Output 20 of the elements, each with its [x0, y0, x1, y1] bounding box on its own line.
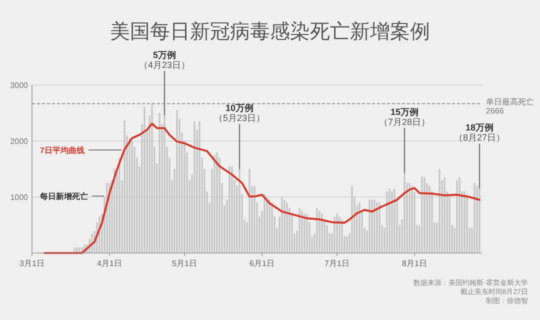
x-tick-label: 6月1日 — [250, 259, 274, 268]
annotation: 18万例（8月27日） — [454, 122, 506, 189]
x-tick-label: 3月1日 — [20, 259, 44, 268]
annotation: 5万例（4月23日） — [138, 50, 190, 116]
x-tick-label: 4月1日 — [97, 259, 122, 268]
x-tick-label: 5月1日 — [172, 259, 197, 268]
annotation: 10万例（5月23日） — [214, 103, 266, 123]
annotation: 18万例（8月27日） — [454, 122, 506, 143]
y-tick-label: 2000 — [10, 137, 29, 146]
ref-line-label: 单日最高死亡2666 — [486, 98, 534, 116]
y-tick-label: 3000 — [10, 81, 29, 90]
x-tick-label: 8月1日 — [402, 259, 427, 268]
series-label: 每日新增死亡 — [39, 191, 88, 201]
x-tick-label: 7月1日 — [324, 259, 350, 268]
y-tick-label: 1000 — [10, 193, 29, 202]
annotation: 10万例（5月23日） — [214, 103, 266, 169]
annotation: 5万例（4月23日） — [138, 50, 190, 70]
annotation: 15万例（7月28日） — [378, 106, 430, 173]
title: 美国每日新冠病毒感染死亡新增案例 — [110, 21, 430, 43]
annotation: 15万例（7月28日） — [378, 106, 430, 127]
